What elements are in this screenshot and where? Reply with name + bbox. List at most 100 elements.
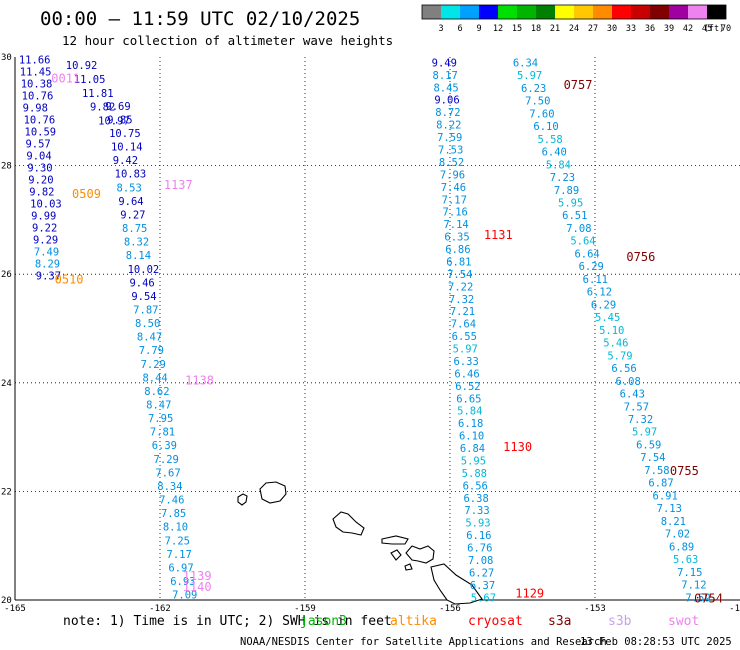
wave-height-value: 7.50 bbox=[525, 96, 550, 108]
wave-height-value: 8.50 bbox=[135, 318, 160, 330]
legend-frame bbox=[421, 4, 727, 20]
legend-label: 70 bbox=[721, 24, 731, 34]
wave-height-value: 7.32 bbox=[449, 294, 474, 306]
legend-label: 24 bbox=[569, 24, 579, 34]
wave-height-value: 10.14 bbox=[111, 142, 143, 154]
wave-height-value: 7.32 bbox=[628, 414, 653, 426]
track-e: 6.345.976.237.507.606.105.586.405.847.23… bbox=[513, 57, 711, 604]
wave-height-value: 8.34 bbox=[157, 481, 182, 493]
legend-label: 42 bbox=[683, 24, 693, 34]
lon-tick-label: -165 bbox=[4, 604, 26, 614]
satellite-label: altika bbox=[390, 614, 437, 629]
wave-height-value: 7.79 bbox=[139, 345, 164, 357]
legend-label: 6 bbox=[457, 24, 462, 34]
pass-time-label: 1140 bbox=[183, 580, 212, 594]
wave-height-value: 6.55 bbox=[452, 331, 477, 343]
legend-swatch bbox=[631, 5, 650, 19]
wave-height-value: 7.29 bbox=[141, 359, 166, 371]
wave-height-value: 6.43 bbox=[620, 389, 645, 401]
wave-height-value: 5.45 bbox=[595, 312, 620, 324]
wave-height-value: 6.39 bbox=[152, 440, 177, 452]
wave-height-value: 7.12 bbox=[681, 580, 706, 592]
wave-height-value: 8.72 bbox=[435, 107, 460, 119]
wave-height-value: 8.75 bbox=[122, 223, 147, 235]
wave-height-value: 7.14 bbox=[443, 219, 468, 231]
legend-swatch bbox=[517, 5, 536, 19]
map-title: 00:00 – 11:59 UTC 02/10/2025 bbox=[40, 8, 360, 30]
wave-height-value: 7.58 bbox=[644, 465, 669, 477]
legend-label: 36 bbox=[645, 24, 655, 34]
legend-swatch bbox=[479, 5, 498, 19]
legend-swatch bbox=[555, 5, 574, 19]
legend-label: 30 bbox=[607, 24, 617, 34]
wave-height-value: 7.33 bbox=[464, 505, 489, 517]
wave-height-value: 10.02 bbox=[128, 264, 160, 276]
pass-time-label: 1139 bbox=[183, 569, 212, 583]
wave-height-value: 8.47 bbox=[137, 332, 162, 344]
wave-height-value: 8.45 bbox=[433, 82, 458, 94]
wave-height-value: 6.64 bbox=[574, 248, 599, 260]
wave-height-value: 7.02 bbox=[665, 529, 690, 541]
legend-label: 15 bbox=[512, 24, 522, 34]
lon-tick-label: -159 bbox=[294, 604, 316, 614]
wave-height-value: 5.84 bbox=[457, 406, 482, 418]
wave-height-value: 7.46 bbox=[159, 495, 184, 507]
wave-height-value: 5.97 bbox=[632, 427, 657, 439]
legend-label: 33 bbox=[626, 24, 636, 34]
wave-height-value: 8.29 bbox=[35, 258, 60, 270]
wave-height-value: 10.76 bbox=[24, 115, 56, 127]
wave-height-value: 7.16 bbox=[443, 207, 468, 219]
wave-height-value: 7.96 bbox=[440, 169, 465, 181]
wave-height-value: 7.29 bbox=[154, 454, 179, 466]
niihau-island bbox=[237, 493, 248, 506]
wave-height-value: 6.86 bbox=[445, 244, 470, 256]
wave-height-value: 6.93 bbox=[170, 576, 195, 588]
wave-height-value: 8.47 bbox=[146, 400, 171, 412]
legend-swatch bbox=[441, 5, 460, 19]
legend-label: 21 bbox=[550, 24, 560, 34]
wave-height-value: 5.95 bbox=[558, 198, 583, 210]
legend-swatch bbox=[612, 5, 631, 19]
wave-height-value: 5.64 bbox=[570, 236, 595, 248]
pass-time-label: 0011 bbox=[51, 72, 80, 86]
legend-label: 45 bbox=[702, 24, 712, 34]
wave-height-value: 9.20 bbox=[28, 174, 53, 186]
wave-height-value: 6.65 bbox=[456, 393, 481, 405]
pass-time-label: 1138 bbox=[185, 374, 214, 388]
wave-height-value: 7.13 bbox=[657, 503, 682, 515]
wave-height-value: 7.21 bbox=[450, 306, 475, 318]
wave-height-value: 10.75 bbox=[109, 128, 141, 140]
wave-height-value: 7.95 bbox=[148, 413, 173, 425]
wave-height-value: 10.92 bbox=[66, 60, 98, 72]
wave-height-value: 6.56 bbox=[463, 480, 488, 492]
wave-height-value: 6.08 bbox=[616, 376, 641, 388]
wave-height-value: 9.49 bbox=[432, 57, 457, 69]
wave-height-value: 6.56 bbox=[611, 363, 636, 375]
wave-height-value: 7.54 bbox=[447, 269, 472, 281]
wave-height-value: 5.84 bbox=[546, 159, 571, 171]
wave-height-value: 9.82 bbox=[29, 186, 54, 198]
wave-height-value: 9.37 bbox=[36, 270, 61, 282]
footer: note: 1) Time is in UTC; 2) SWH is in fe… bbox=[63, 614, 732, 648]
wave-height-value: 9.22 bbox=[32, 222, 57, 234]
legend-label: 18 bbox=[531, 24, 541, 34]
legend-swatch bbox=[593, 5, 612, 19]
legend-swatch bbox=[574, 5, 593, 19]
pass-time-label: 1130 bbox=[503, 440, 532, 454]
wave-height-value: 11.66 bbox=[19, 55, 51, 67]
wave-height-value: 10.83 bbox=[115, 169, 147, 181]
color-legend: 3 6 9 12 15 18 21 24 27 30 33 36 39 42 45 70(ft) bbox=[421, 4, 731, 34]
wave-height-value: 6.97 bbox=[168, 562, 193, 574]
wave-height-value: 5.67 bbox=[471, 592, 496, 604]
pass-time-label: 1129 bbox=[515, 586, 544, 600]
wave-height-value: 6.89 bbox=[669, 541, 694, 553]
wave-height-value: 5.97 bbox=[453, 344, 478, 356]
wave-height-value: 10.97 bbox=[98, 116, 130, 128]
wave-height-value: 9.06 bbox=[434, 95, 459, 107]
wave-height-value: 8.53 bbox=[117, 182, 142, 194]
legend-swatch bbox=[536, 5, 555, 19]
lat-tick-label: 28 bbox=[1, 162, 12, 172]
wave-height-value: 9.99 bbox=[31, 210, 56, 222]
lat-tick-label: 22 bbox=[1, 487, 12, 497]
